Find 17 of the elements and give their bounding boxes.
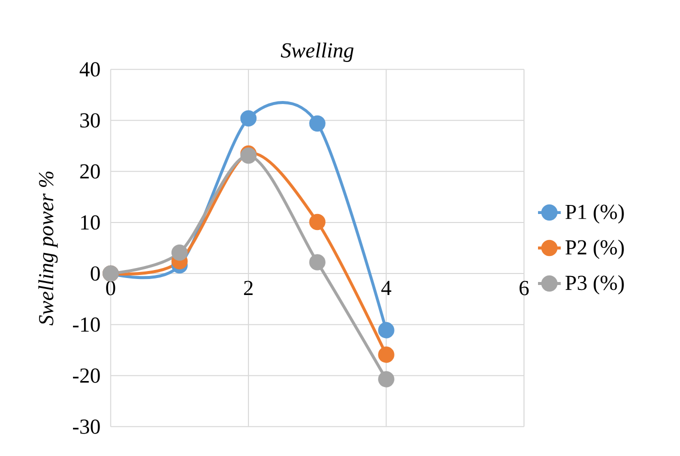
y-tick-label: 30 xyxy=(80,113,100,128)
y-tick-label: -30 xyxy=(72,419,100,434)
y-tick-label: 40 xyxy=(80,62,100,77)
legend-label: P2 (%) xyxy=(566,240,624,259)
y-tick-label: -20 xyxy=(72,368,100,383)
legend-label: P1 (%) xyxy=(566,204,624,224)
x-tick-label: 2 xyxy=(244,280,253,296)
y-axis-title: Swelling power % xyxy=(38,172,58,326)
y-tick-label: 20 xyxy=(80,164,100,179)
y-tick-label: 10 xyxy=(81,215,100,230)
y-tick-label: 0 xyxy=(90,266,100,281)
x-tick-label: 4 xyxy=(381,280,392,295)
legend-label: P3 (%) xyxy=(566,275,624,294)
y-tick-label: -10 xyxy=(72,317,100,332)
x-tick-label: 6 xyxy=(520,280,529,296)
chart-title: Swelling xyxy=(280,42,354,62)
x-tick-label: 0 xyxy=(106,280,116,296)
